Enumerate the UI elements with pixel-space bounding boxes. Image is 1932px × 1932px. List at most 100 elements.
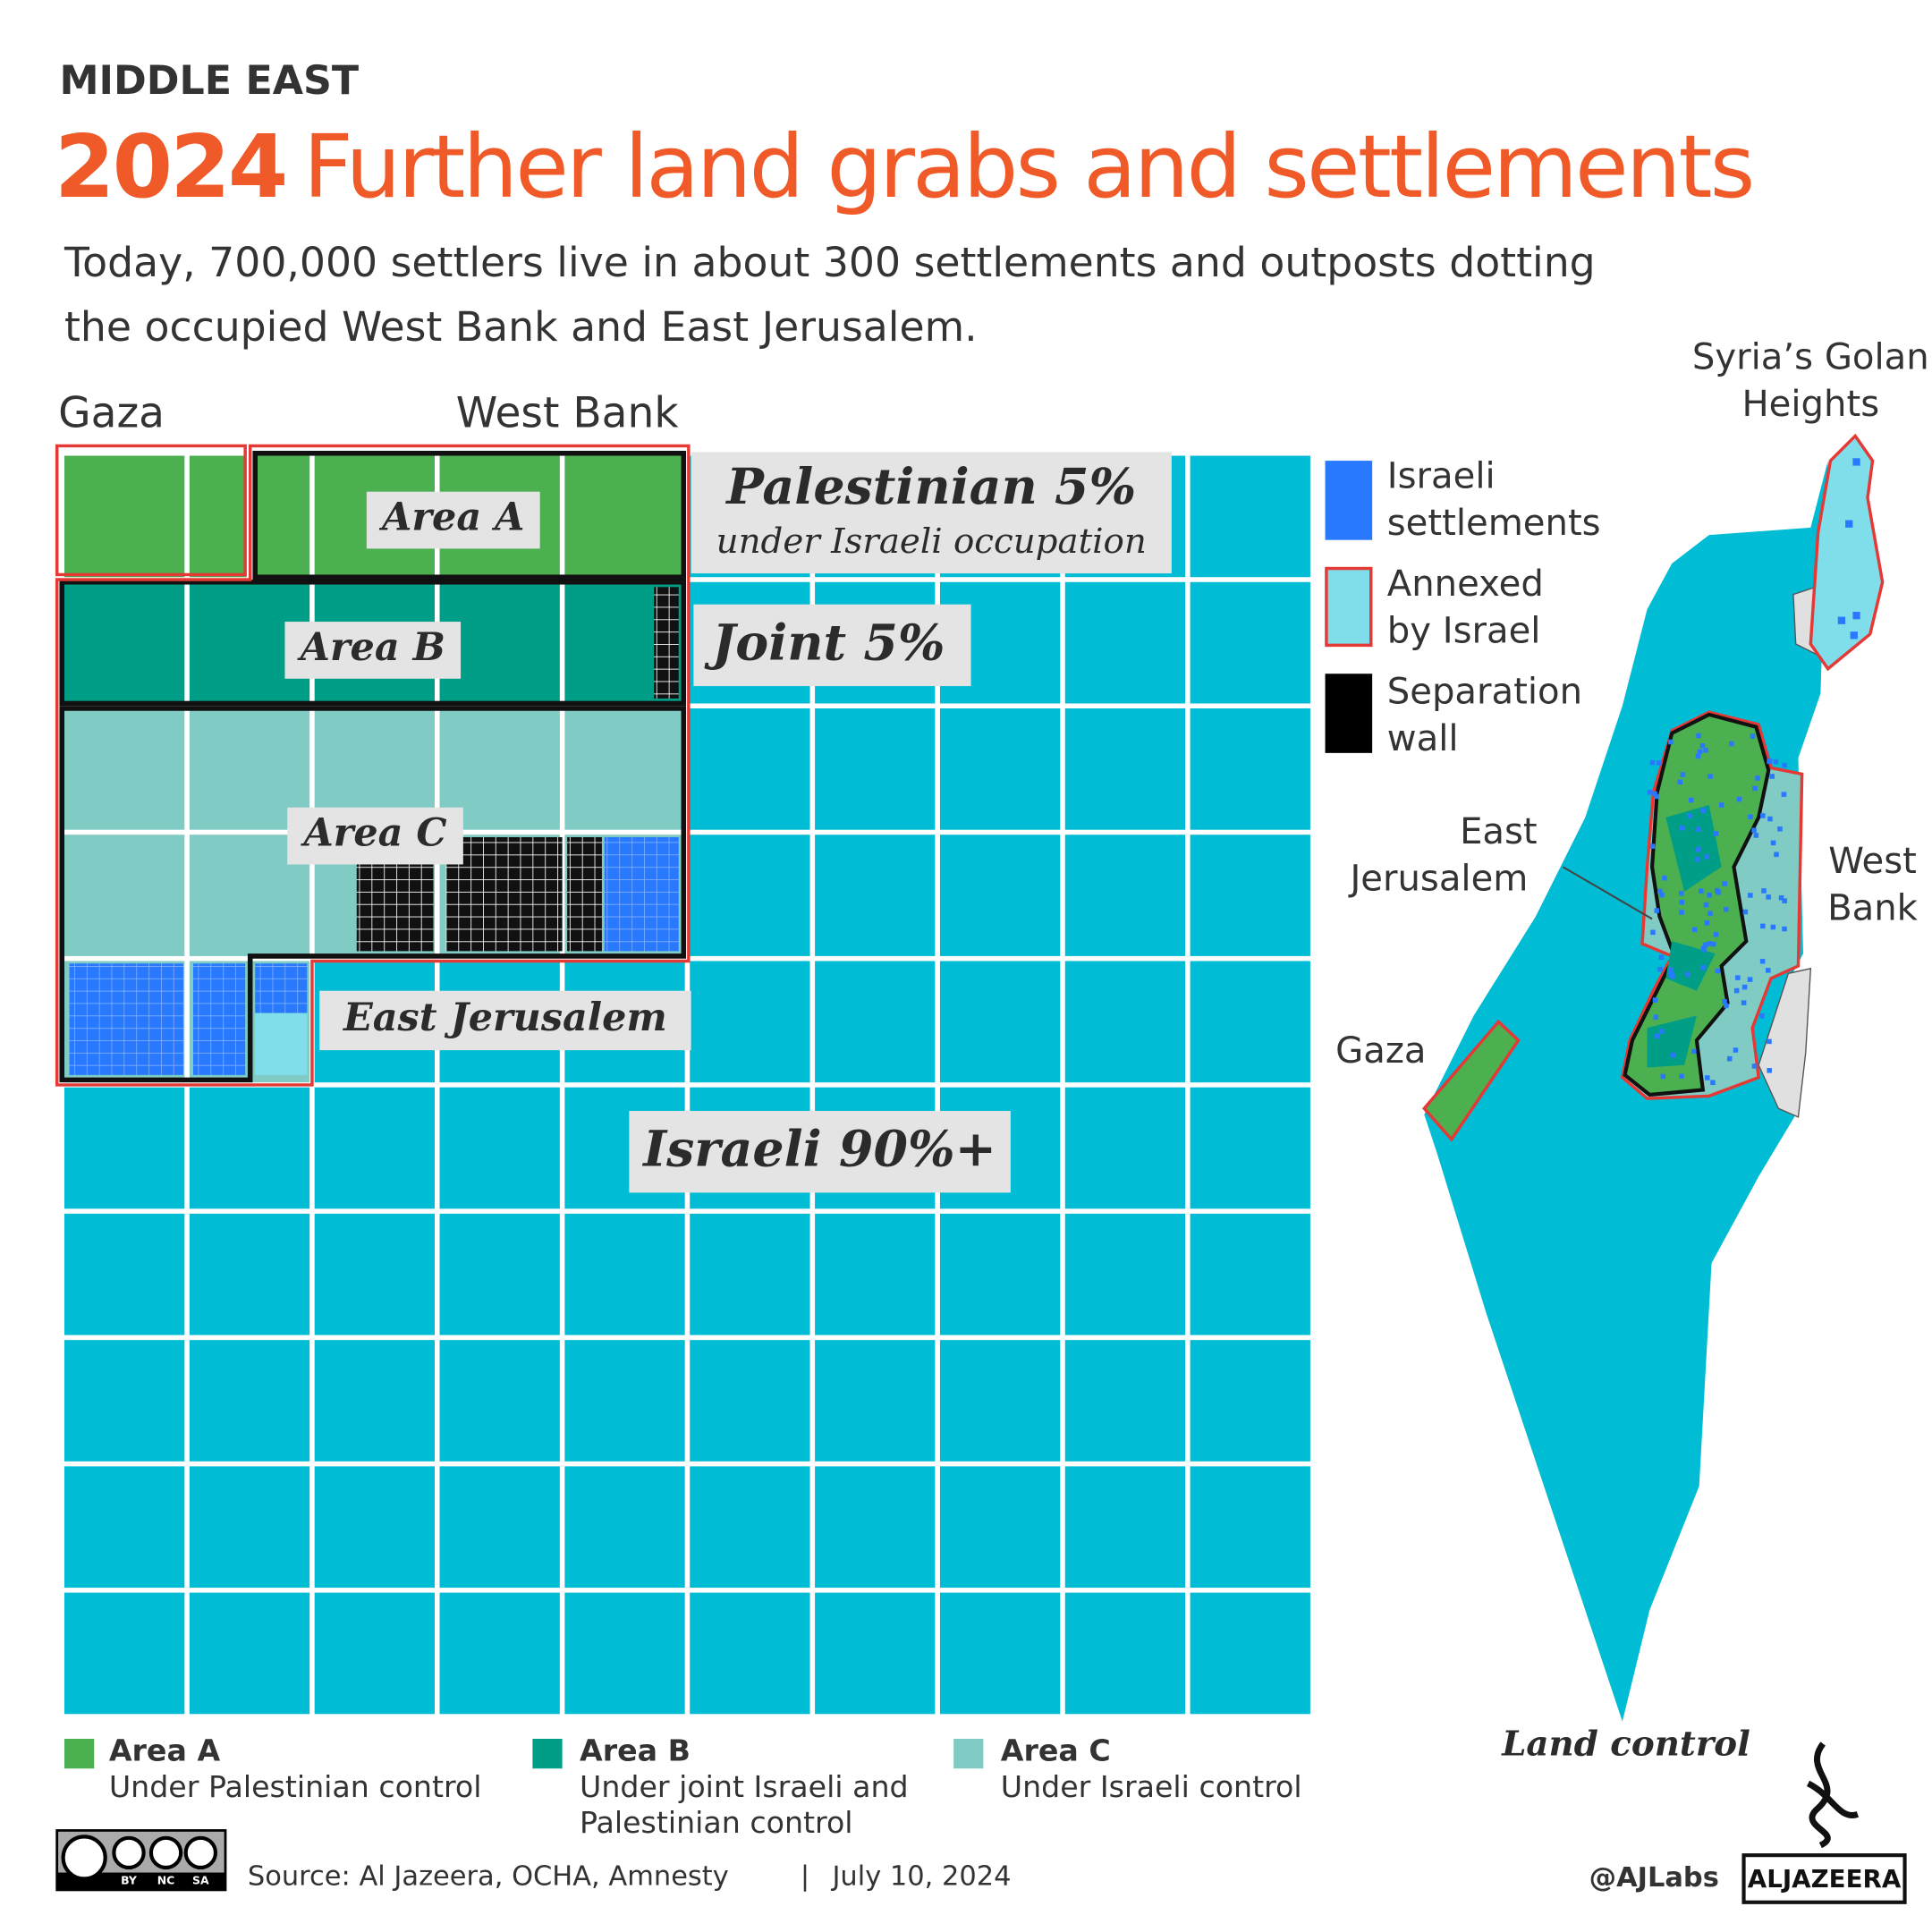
grid-cell — [1190, 1592, 1310, 1715]
map-legend: Israeli settlements Annexed by Israel Se… — [1325, 455, 1601, 759]
grid-labels: Area A Palestinian 5% under Israeli occu… — [284, 452, 1172, 1193]
license-badge: BY NC SA — [55, 1829, 227, 1892]
grid-cell — [564, 1466, 685, 1589]
settlement-dot — [1781, 792, 1787, 797]
badge-icon — [183, 1835, 217, 1870]
label-box — [693, 604, 971, 687]
settlement-dot — [1723, 906, 1729, 912]
map-label: Gaza — [1335, 1030, 1426, 1072]
badge-strip — [56, 1872, 225, 1890]
badge-icon — [61, 1835, 107, 1881]
grid-cell — [1190, 1466, 1310, 1589]
grid-cell — [1064, 708, 1186, 830]
settlement-dot — [1852, 458, 1860, 466]
label-box — [284, 622, 462, 679]
settlement-dot — [1747, 977, 1753, 982]
settlement-dot — [1766, 894, 1771, 900]
wall-block — [654, 587, 679, 699]
source: Source: Al Jazeera, OCHA, Amnesty — [248, 1861, 729, 1893]
settlement-dot — [1751, 1063, 1758, 1069]
date: July 10, 2024 — [830, 1861, 1011, 1893]
settlement-dot — [1680, 772, 1686, 777]
grid-cell — [815, 835, 936, 956]
settlement-dot — [1773, 758, 1779, 765]
grid-cell — [1064, 1340, 1186, 1462]
settlement-dot — [1654, 908, 1660, 913]
settlement-dot — [1652, 997, 1658, 1003]
brand-logo — [1806, 1741, 1860, 1849]
grid-cell — [1064, 1087, 1186, 1209]
settlement-dot — [1707, 911, 1713, 917]
legend-text: Separation — [1387, 671, 1582, 712]
legend-desc: Under joint Israeli and — [580, 1769, 909, 1804]
legend-swatch — [953, 1739, 984, 1769]
settlement-dot — [1767, 1068, 1772, 1073]
settlement-dot — [1652, 791, 1657, 797]
grid-cell — [439, 1466, 560, 1589]
settlement-dot — [1679, 1073, 1684, 1080]
settlement-dot — [1751, 827, 1757, 834]
grid-cell — [564, 455, 685, 578]
title: 2024 Further land grabs and settlements — [55, 116, 1753, 217]
settlement-dot — [1704, 919, 1710, 926]
grid-cell — [815, 708, 936, 830]
settlement-dot — [1703, 942, 1708, 948]
settlement-dot — [1713, 931, 1719, 937]
settlement-dot — [1770, 924, 1776, 930]
settlement-dot — [1765, 968, 1771, 973]
grid-cell — [564, 1592, 685, 1715]
settlement-dot — [1668, 739, 1674, 745]
settlement-dot — [1704, 854, 1709, 860]
grid-cell — [64, 1592, 185, 1715]
grid-cell — [189, 1213, 310, 1335]
settlement-block — [193, 963, 246, 1075]
settlement-dot — [1699, 743, 1706, 749]
label-box — [629, 1111, 1011, 1193]
grid-cell — [815, 1466, 936, 1589]
grid-cell — [189, 1592, 310, 1715]
grid-cell — [314, 1087, 435, 1209]
area-a-outline — [252, 451, 687, 580]
handle: @AJLabs — [1589, 1862, 1719, 1894]
settlement-dot — [1685, 971, 1690, 978]
badge-icon — [112, 1835, 146, 1870]
grid-cell — [564, 708, 685, 830]
settlement-block — [604, 837, 679, 952]
settlement-dot — [1741, 1000, 1747, 1005]
settlement-dot — [1659, 892, 1665, 898]
share-label: Joint 5% — [704, 614, 945, 672]
grid-cell — [189, 1340, 310, 1462]
settlement-dot — [1679, 825, 1685, 831]
grid-cell — [1064, 1592, 1186, 1715]
settlement-dot — [1742, 909, 1749, 915]
settlement-dot — [1752, 785, 1758, 792]
area-legend: Area A Under Palestinian control Area B … — [64, 1733, 1302, 1840]
gaza-strip — [1422, 1019, 1521, 1142]
legend-name: Area A — [109, 1733, 221, 1768]
annexed-block — [255, 1013, 308, 1075]
grid-cell — [189, 1087, 310, 1209]
settlement-dot — [1647, 790, 1653, 795]
legend-text: Annexed — [1387, 564, 1544, 605]
legend-text: Israeli — [1387, 455, 1496, 496]
gaza-outline — [55, 444, 247, 577]
settlement-dot — [1649, 759, 1656, 766]
grid-cell — [690, 1592, 810, 1715]
settlement-dot — [1728, 741, 1734, 747]
legend-desc: Palestinian control — [580, 1805, 853, 1840]
grid-cell — [1190, 961, 1310, 1083]
grid-cell — [1064, 835, 1186, 956]
badge-icon — [148, 1835, 183, 1870]
grid-cell — [690, 1466, 810, 1589]
grid-cell — [189, 1466, 310, 1589]
area-b-outline — [59, 580, 687, 707]
settlement-dot — [1670, 973, 1675, 979]
settlement-dot — [1726, 1055, 1733, 1062]
grid-cell — [1190, 1213, 1310, 1335]
settlement-dot — [1695, 846, 1701, 852]
settlement-dot — [1850, 631, 1858, 640]
west-bank-outline — [55, 444, 691, 1087]
settlement-dot — [1697, 749, 1703, 755]
settlement-dot — [1770, 840, 1776, 846]
